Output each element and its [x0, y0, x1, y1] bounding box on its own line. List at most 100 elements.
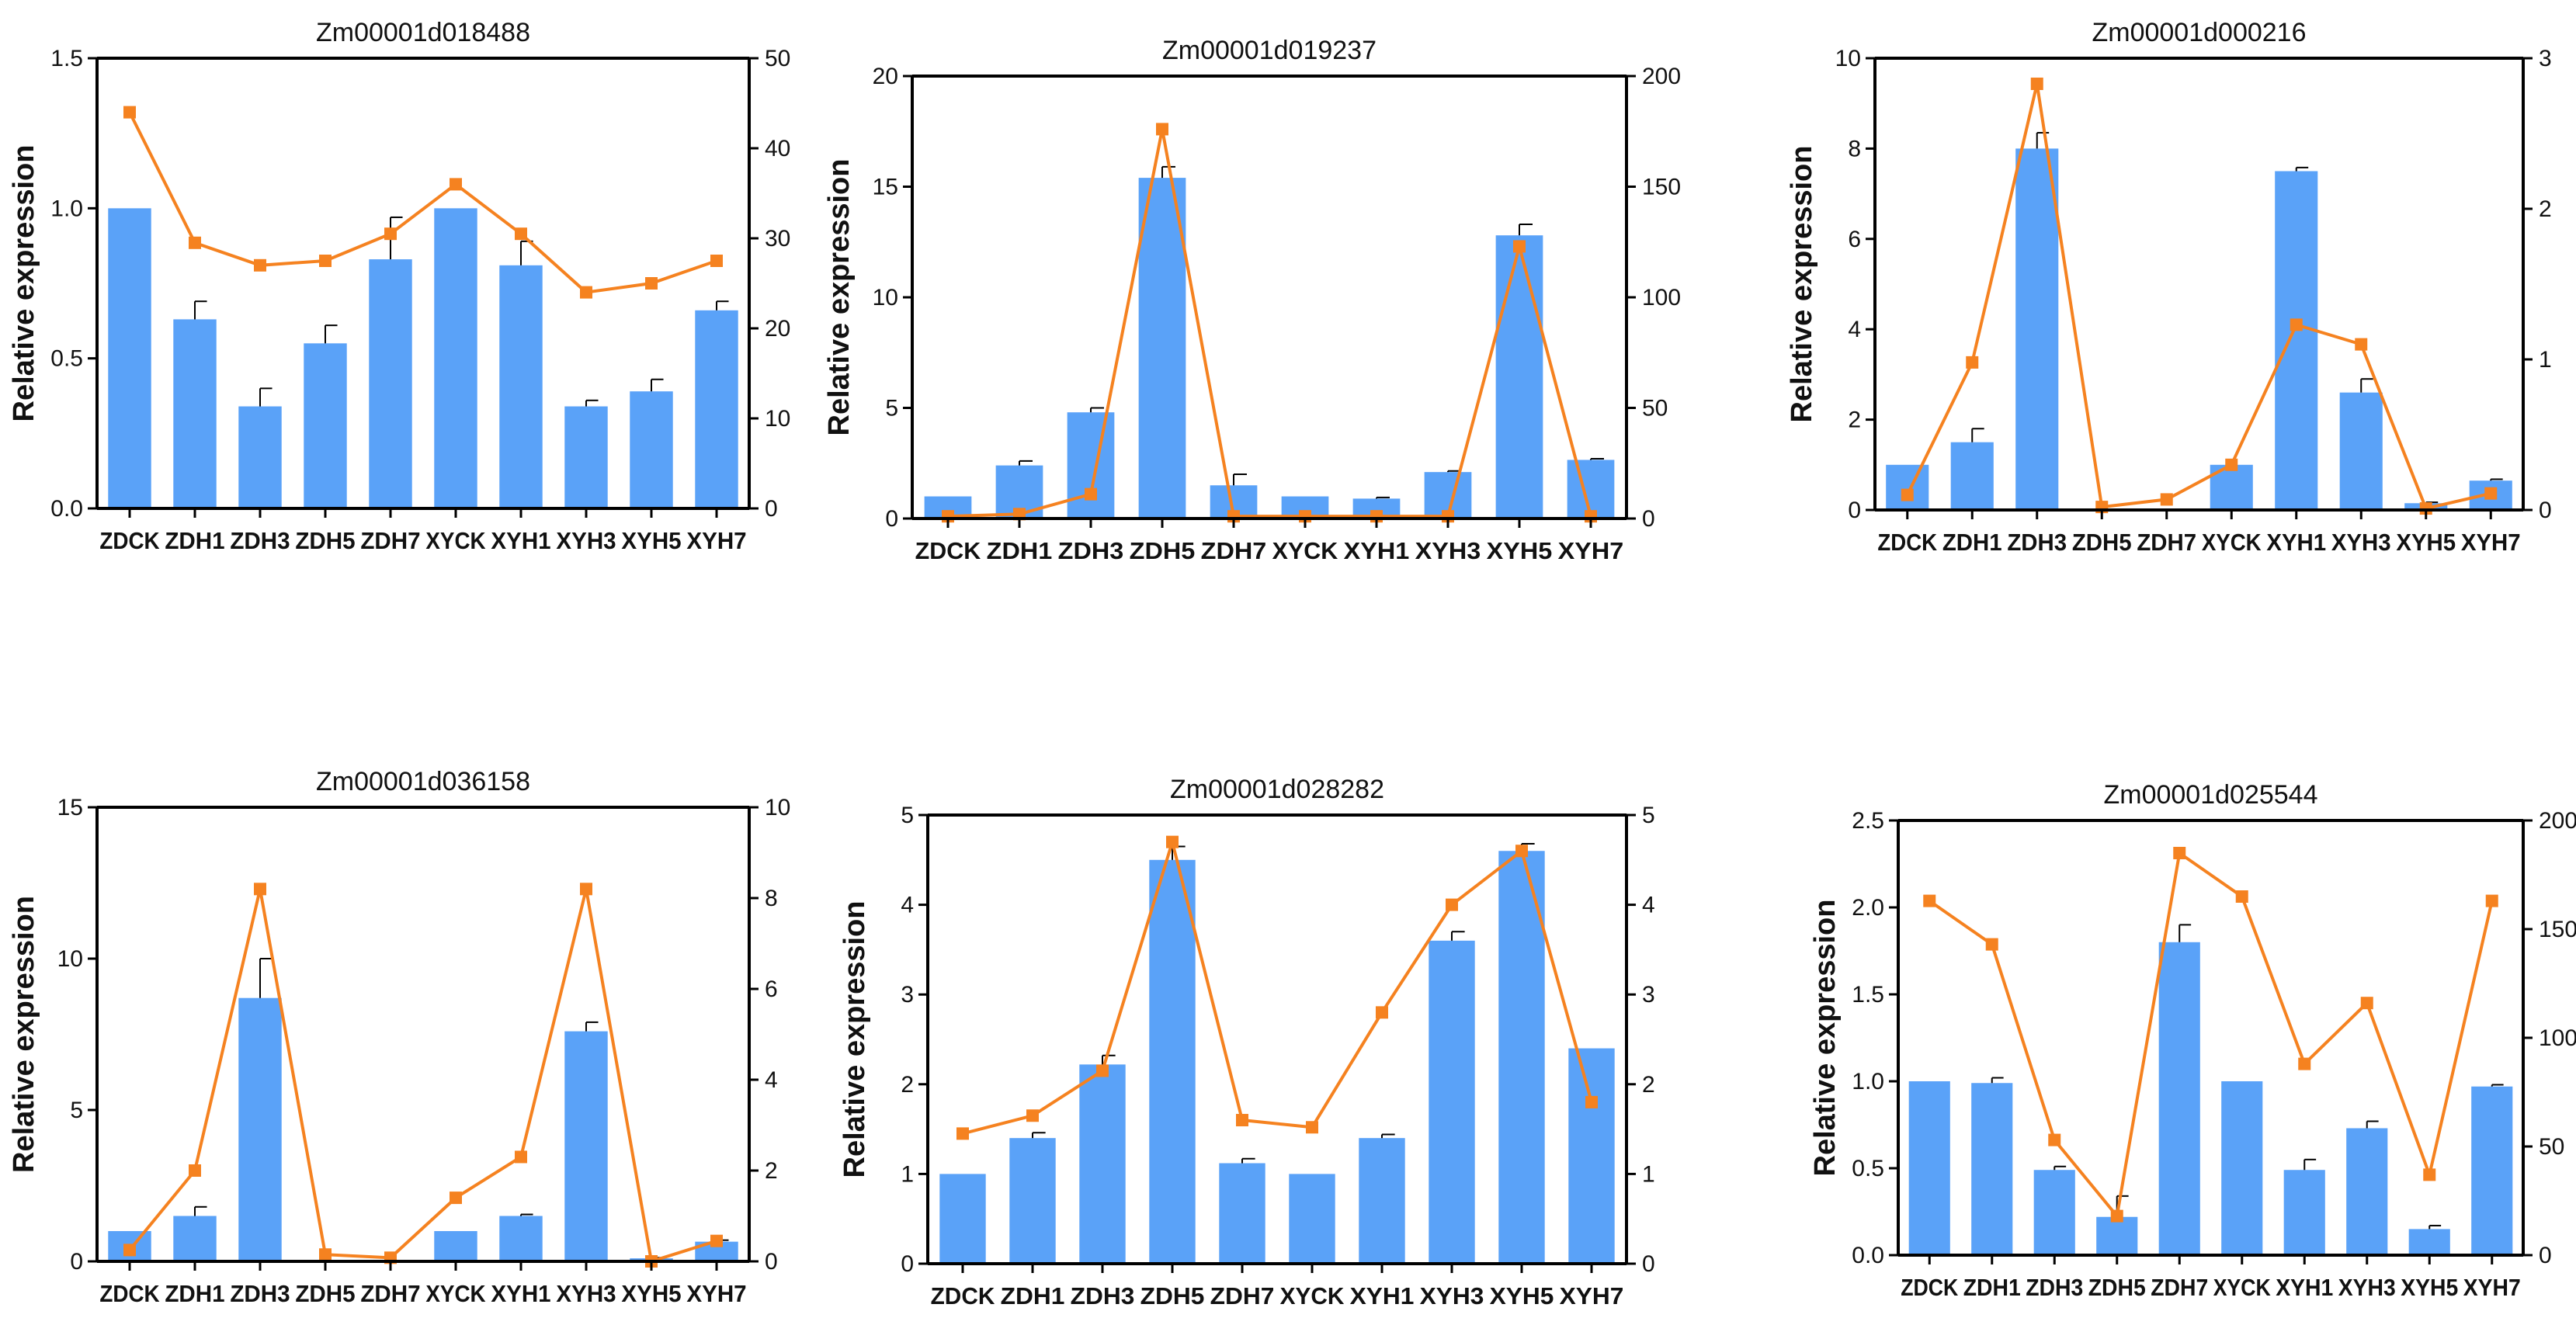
- y2-tick-label: 3: [2539, 46, 2552, 71]
- y2-tick-label: 200: [1642, 64, 1681, 89]
- y-tick-label: 1.0: [50, 196, 83, 221]
- y-tick-label: 10: [873, 285, 898, 310]
- y-tick-label: 0: [1848, 498, 1861, 523]
- x-tick-label-zdck: ZDCK: [99, 1280, 160, 1307]
- y2-tick-label: 0: [1642, 1251, 1655, 1277]
- x-tick-label-zdh7: ZDH7: [1210, 1282, 1275, 1309]
- x-tick-label-xyh5: XYH5: [621, 1280, 681, 1307]
- x-tick-label-zdh1: ZDH1: [165, 527, 224, 554]
- y2-tick-label: 6: [765, 976, 778, 1002]
- y-tick-label: 15: [873, 175, 898, 200]
- x-tick-label-zdh3: ZDH3: [2026, 1274, 2083, 1301]
- bar-zdck: [1908, 1081, 1950, 1255]
- line-point-xyck: [1306, 1121, 1318, 1134]
- line-point-zdh3: [1096, 1064, 1109, 1077]
- x-tick-label-xyh3: XYH3: [2331, 529, 2391, 556]
- x-tick-label-zdh1: ZDH1: [987, 537, 1053, 564]
- y-tick-label: 6: [1848, 227, 1861, 252]
- x-tick-label-xyh5: XYH5: [2396, 529, 2456, 556]
- line-point-zdh5: [319, 1248, 332, 1261]
- y-axis-label: Relative expression: [823, 159, 856, 436]
- y-tick-label: 10: [57, 946, 83, 972]
- bar-xyck: [434, 208, 477, 508]
- y2-tick-label: 8: [765, 886, 778, 911]
- x-tick-label-xyh3: XYH3: [556, 527, 616, 554]
- bar-xyh7: [695, 310, 738, 508]
- chart-panel-6: Zm00001d025544 Relative expression 0.0 0.5 1…: [1809, 780, 2576, 1301]
- y2-tick-label: 40: [765, 136, 790, 161]
- x-tick-label-zdh3: ZDH3: [2007, 529, 2067, 556]
- x-tick-label-xyh1: XYH1: [1350, 1282, 1415, 1309]
- x-tick-label-xyh5: XYH5: [2401, 1274, 2458, 1301]
- y2-tick-label: 1: [2539, 347, 2552, 373]
- x-tick-label-zdh1: ZDH1: [1963, 1274, 2021, 1301]
- y-tick-label: 1.0: [1852, 1069, 1884, 1094]
- y2-tick-label: 100: [1642, 285, 1681, 310]
- y2-tick-label: 1: [1642, 1161, 1655, 1187]
- y2-tick-label: 0: [2539, 498, 2552, 523]
- x-tick-label-xyh1: XYH1: [2266, 529, 2326, 556]
- y2-tick-label: 50: [1642, 396, 1668, 421]
- line-point-zdh1: [189, 1164, 201, 1177]
- line-point-xyh5: [1513, 240, 1526, 253]
- bar-xyh1: [499, 1216, 543, 1261]
- bar-xyh5: [1498, 851, 1545, 1264]
- line-point-zdh3: [2048, 1133, 2061, 1146]
- bar-xyck: [434, 1231, 477, 1261]
- bar-xyck: [2221, 1081, 2263, 1255]
- y2-tick-label: 10: [765, 795, 790, 820]
- bar-xyh7: [1567, 460, 1615, 519]
- x-tick-label-zdh7: ZDH7: [2151, 1274, 2208, 1301]
- line-point-xyck: [2225, 458, 2238, 471]
- chart-title: Zm00001d000216: [2092, 18, 2306, 47]
- y-tick-label: 10: [1835, 46, 1861, 71]
- x-tick-label-xyh1: XYH1: [2276, 1274, 2333, 1301]
- bar-zdh5: [1149, 859, 1196, 1264]
- bar-zdh1: [1971, 1083, 2013, 1255]
- series-line: [128, 888, 717, 1264]
- x-tick-label-xyh1: XYH1: [1344, 537, 1410, 564]
- y-tick-label: 20: [873, 64, 898, 89]
- line-point-xyh5: [2423, 1168, 2436, 1181]
- y-tick-label: 5: [885, 396, 898, 421]
- line-point-xyh7: [2484, 487, 2498, 500]
- x-tick-label-zdh3: ZDH3: [1071, 1282, 1135, 1309]
- y2-tick-label: 150: [1642, 175, 1681, 200]
- x-tick-label-xyh7: XYH7: [1560, 1282, 1624, 1309]
- line-point-zdh5: [2110, 1209, 2123, 1223]
- bar-zdck: [939, 1174, 986, 1264]
- x-tick-label-zdh7: ZDH7: [1201, 537, 1267, 564]
- y-tick-label: 1.5: [1852, 982, 1884, 1008]
- line-point-zdh3: [254, 258, 266, 272]
- x-tick-label-xyh7: XYH7: [2463, 1274, 2521, 1301]
- chart-panel-4: Zm00001d036158 Relative expression 0 5 10 15 0…: [8, 767, 790, 1307]
- x-tick-label-zdck: ZDCK: [1877, 529, 1937, 556]
- chart-title: Zm00001d025544: [2103, 780, 2317, 810]
- line-point-zdh1: [189, 236, 201, 249]
- line-point-zdck: [123, 106, 136, 119]
- y2-tick-label: 200: [2539, 808, 2576, 834]
- bar-zdh1: [173, 1216, 217, 1261]
- y-axis-label: Relative expression: [838, 901, 871, 1178]
- bar-xyh5: [630, 391, 673, 508]
- y2-tick-label: 2: [765, 1158, 778, 1184]
- x-tick-label-zdck: ZDCK: [915, 537, 981, 564]
- bar-zdh7: [369, 259, 412, 508]
- bar-xyh3: [564, 406, 608, 508]
- bar-xyh3: [564, 1031, 608, 1261]
- line-point-xyh7: [710, 1234, 723, 1247]
- bar-zdh5: [304, 343, 347, 508]
- line-point-xyh7: [2485, 894, 2498, 907]
- line-point-zdh1: [1026, 1109, 1039, 1122]
- x-tick-label-zdh5: ZDH5: [1130, 537, 1196, 564]
- x-tick-label-zdh5: ZDH5: [295, 527, 355, 554]
- bar-zdh3: [2015, 148, 2059, 510]
- bar-xyh7: [1568, 1048, 1615, 1264]
- line-point-zdh7: [2160, 493, 2173, 506]
- bar-zdh3: [238, 406, 282, 508]
- y-tick-label: 1.5: [50, 46, 83, 71]
- y-tick-label: 0.5: [1852, 1156, 1884, 1181]
- chart-panel-2: Zm00001d019237 Relative expression 0 5 10 15 2…: [823, 36, 1681, 564]
- x-tick-label-zdh7: ZDH7: [360, 1280, 420, 1307]
- y-tick-label: 0.0: [1852, 1243, 1884, 1268]
